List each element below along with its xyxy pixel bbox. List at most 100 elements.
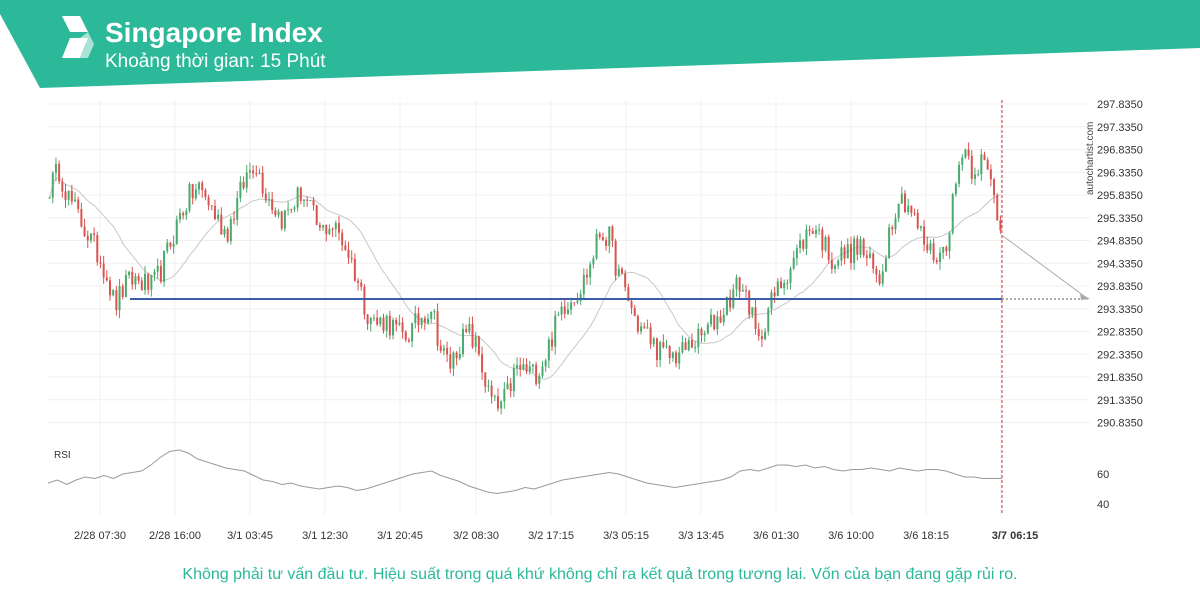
candle <box>204 188 207 201</box>
candle <box>169 241 172 250</box>
candle <box>182 211 185 220</box>
candle <box>907 198 910 216</box>
candle <box>989 164 992 187</box>
candle <box>191 183 194 205</box>
candle <box>96 231 99 266</box>
page-subtitle: Khoảng thời gian: 15 Phút <box>105 51 326 72</box>
candle <box>814 225 817 239</box>
candle <box>201 180 204 198</box>
candle <box>846 238 849 259</box>
candle <box>496 388 499 412</box>
candle <box>280 210 283 231</box>
candle <box>929 239 932 255</box>
candle <box>551 331 554 351</box>
candlestick-series <box>48 142 1002 415</box>
candle <box>586 268 589 285</box>
candle <box>159 260 162 284</box>
rsi-panel <box>47 449 1002 495</box>
x-tick-label: 3/6 10:00 <box>828 530 874 542</box>
candle <box>239 176 242 203</box>
candle <box>897 203 900 223</box>
candle <box>382 313 385 334</box>
candle <box>954 181 957 197</box>
candle <box>509 377 512 398</box>
y-tick-label: 292.8350 <box>1097 327 1143 339</box>
candle <box>910 205 913 217</box>
candle <box>490 380 493 404</box>
y-tick-label: 293.8350 <box>1097 281 1143 293</box>
candle <box>341 229 344 252</box>
x-tick-label: 3/6 01:30 <box>753 530 799 542</box>
candle <box>710 308 713 328</box>
candle <box>741 284 744 292</box>
candle <box>760 329 763 347</box>
candle <box>595 228 598 261</box>
y-tick-label: 290.8350 <box>1097 418 1143 430</box>
candle <box>166 239 169 254</box>
candle <box>773 286 776 303</box>
moving-average-line <box>49 177 1001 380</box>
candle <box>722 307 725 326</box>
x-axis: 2/28 07:30 2/28 16:00 3/1 03:45 3/1 12:30 3/… <box>74 530 1038 542</box>
candle <box>153 268 156 282</box>
candle <box>283 209 286 232</box>
candle <box>582 268 585 298</box>
candle <box>697 323 700 354</box>
x-tick-label: 2/28 16:00 <box>149 530 201 542</box>
candle <box>236 190 239 226</box>
candle <box>624 270 627 292</box>
candle <box>223 225 226 238</box>
candle <box>220 207 223 235</box>
candle <box>229 216 232 245</box>
candle <box>531 364 534 373</box>
candle <box>659 340 662 368</box>
candle <box>465 324 468 334</box>
chart-grid <box>48 100 1090 515</box>
candle <box>935 257 938 265</box>
candle <box>996 193 999 221</box>
candle <box>525 358 528 375</box>
candle <box>484 372 487 393</box>
candle <box>115 285 118 316</box>
x-tick-label: 3/1 12:30 <box>302 530 348 542</box>
candle <box>888 223 891 259</box>
candle <box>805 224 808 256</box>
candle <box>541 360 544 378</box>
candle <box>862 237 865 258</box>
candle <box>891 225 894 236</box>
candle <box>350 250 353 263</box>
candle <box>589 261 592 285</box>
candle <box>461 323 464 358</box>
candle <box>900 186 903 204</box>
candle <box>999 215 1002 234</box>
y-tick-label: 296.8350 <box>1097 145 1143 157</box>
candle <box>287 201 290 216</box>
candle <box>407 337 410 343</box>
x-tick-label: 3/7 06:15 <box>992 530 1038 542</box>
candle <box>703 330 706 342</box>
x-tick-label: 3/1 20:45 <box>377 530 423 542</box>
candle <box>875 265 878 283</box>
y-tick-label: 292.3350 <box>1097 349 1143 361</box>
y-axis: 297.8350 297.3350 296.8350 296.3350 295.8350… <box>1097 99 1143 511</box>
candle <box>668 345 671 364</box>
candle <box>309 200 312 202</box>
candle <box>242 176 245 190</box>
candle <box>198 181 201 195</box>
x-tick-label: 3/1 03:45 <box>227 530 273 542</box>
candle <box>175 215 178 245</box>
candle <box>687 337 690 352</box>
candle <box>458 346 461 361</box>
candle <box>277 208 280 219</box>
candle <box>671 351 674 362</box>
candle <box>824 235 827 253</box>
candle <box>617 264 620 277</box>
candle <box>245 165 248 193</box>
candle <box>398 314 401 327</box>
candle <box>423 315 426 331</box>
candle <box>105 270 108 282</box>
candle <box>471 316 474 349</box>
candle <box>611 225 614 248</box>
y-tick-label: 297.3350 <box>1097 122 1143 134</box>
candle <box>878 269 881 286</box>
